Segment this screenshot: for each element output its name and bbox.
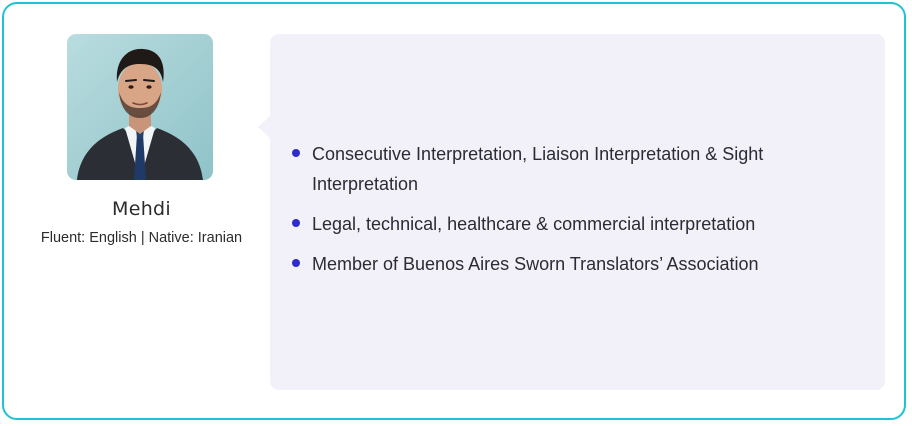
interpreter-card: Mehdi Fluent: English | Native: Iranian …: [2, 2, 906, 420]
speech-bubble-tail: [258, 116, 270, 138]
profile-section: Mehdi Fluent: English | Native: Iranian: [4, 4, 279, 418]
list-item-text: Member of Buenos Aires Sworn Translators…: [312, 254, 759, 274]
bullet-icon: [292, 259, 300, 267]
list-item-text: Consecutive Interpretation, Liaison Inte…: [312, 144, 764, 194]
details-panel: Consecutive Interpretation, Liaison Inte…: [258, 34, 885, 390]
list-item: Member of Buenos Aires Sworn Translators…: [290, 249, 850, 279]
details-list: Consecutive Interpretation, Liaison Inte…: [290, 139, 850, 289]
bullet-icon: [292, 219, 300, 227]
person-portrait-icon: [67, 34, 213, 180]
profile-name: Mehdi: [112, 198, 171, 220]
list-item: Consecutive Interpretation, Liaison Inte…: [290, 139, 850, 199]
profile-photo: [67, 34, 213, 180]
list-item-text: Legal, technical, healthcare & commercia…: [312, 214, 756, 234]
profile-languages: Fluent: English | Native: Iranian: [40, 230, 243, 246]
list-item: Legal, technical, healthcare & commercia…: [290, 209, 850, 239]
bullet-icon: [292, 149, 300, 157]
